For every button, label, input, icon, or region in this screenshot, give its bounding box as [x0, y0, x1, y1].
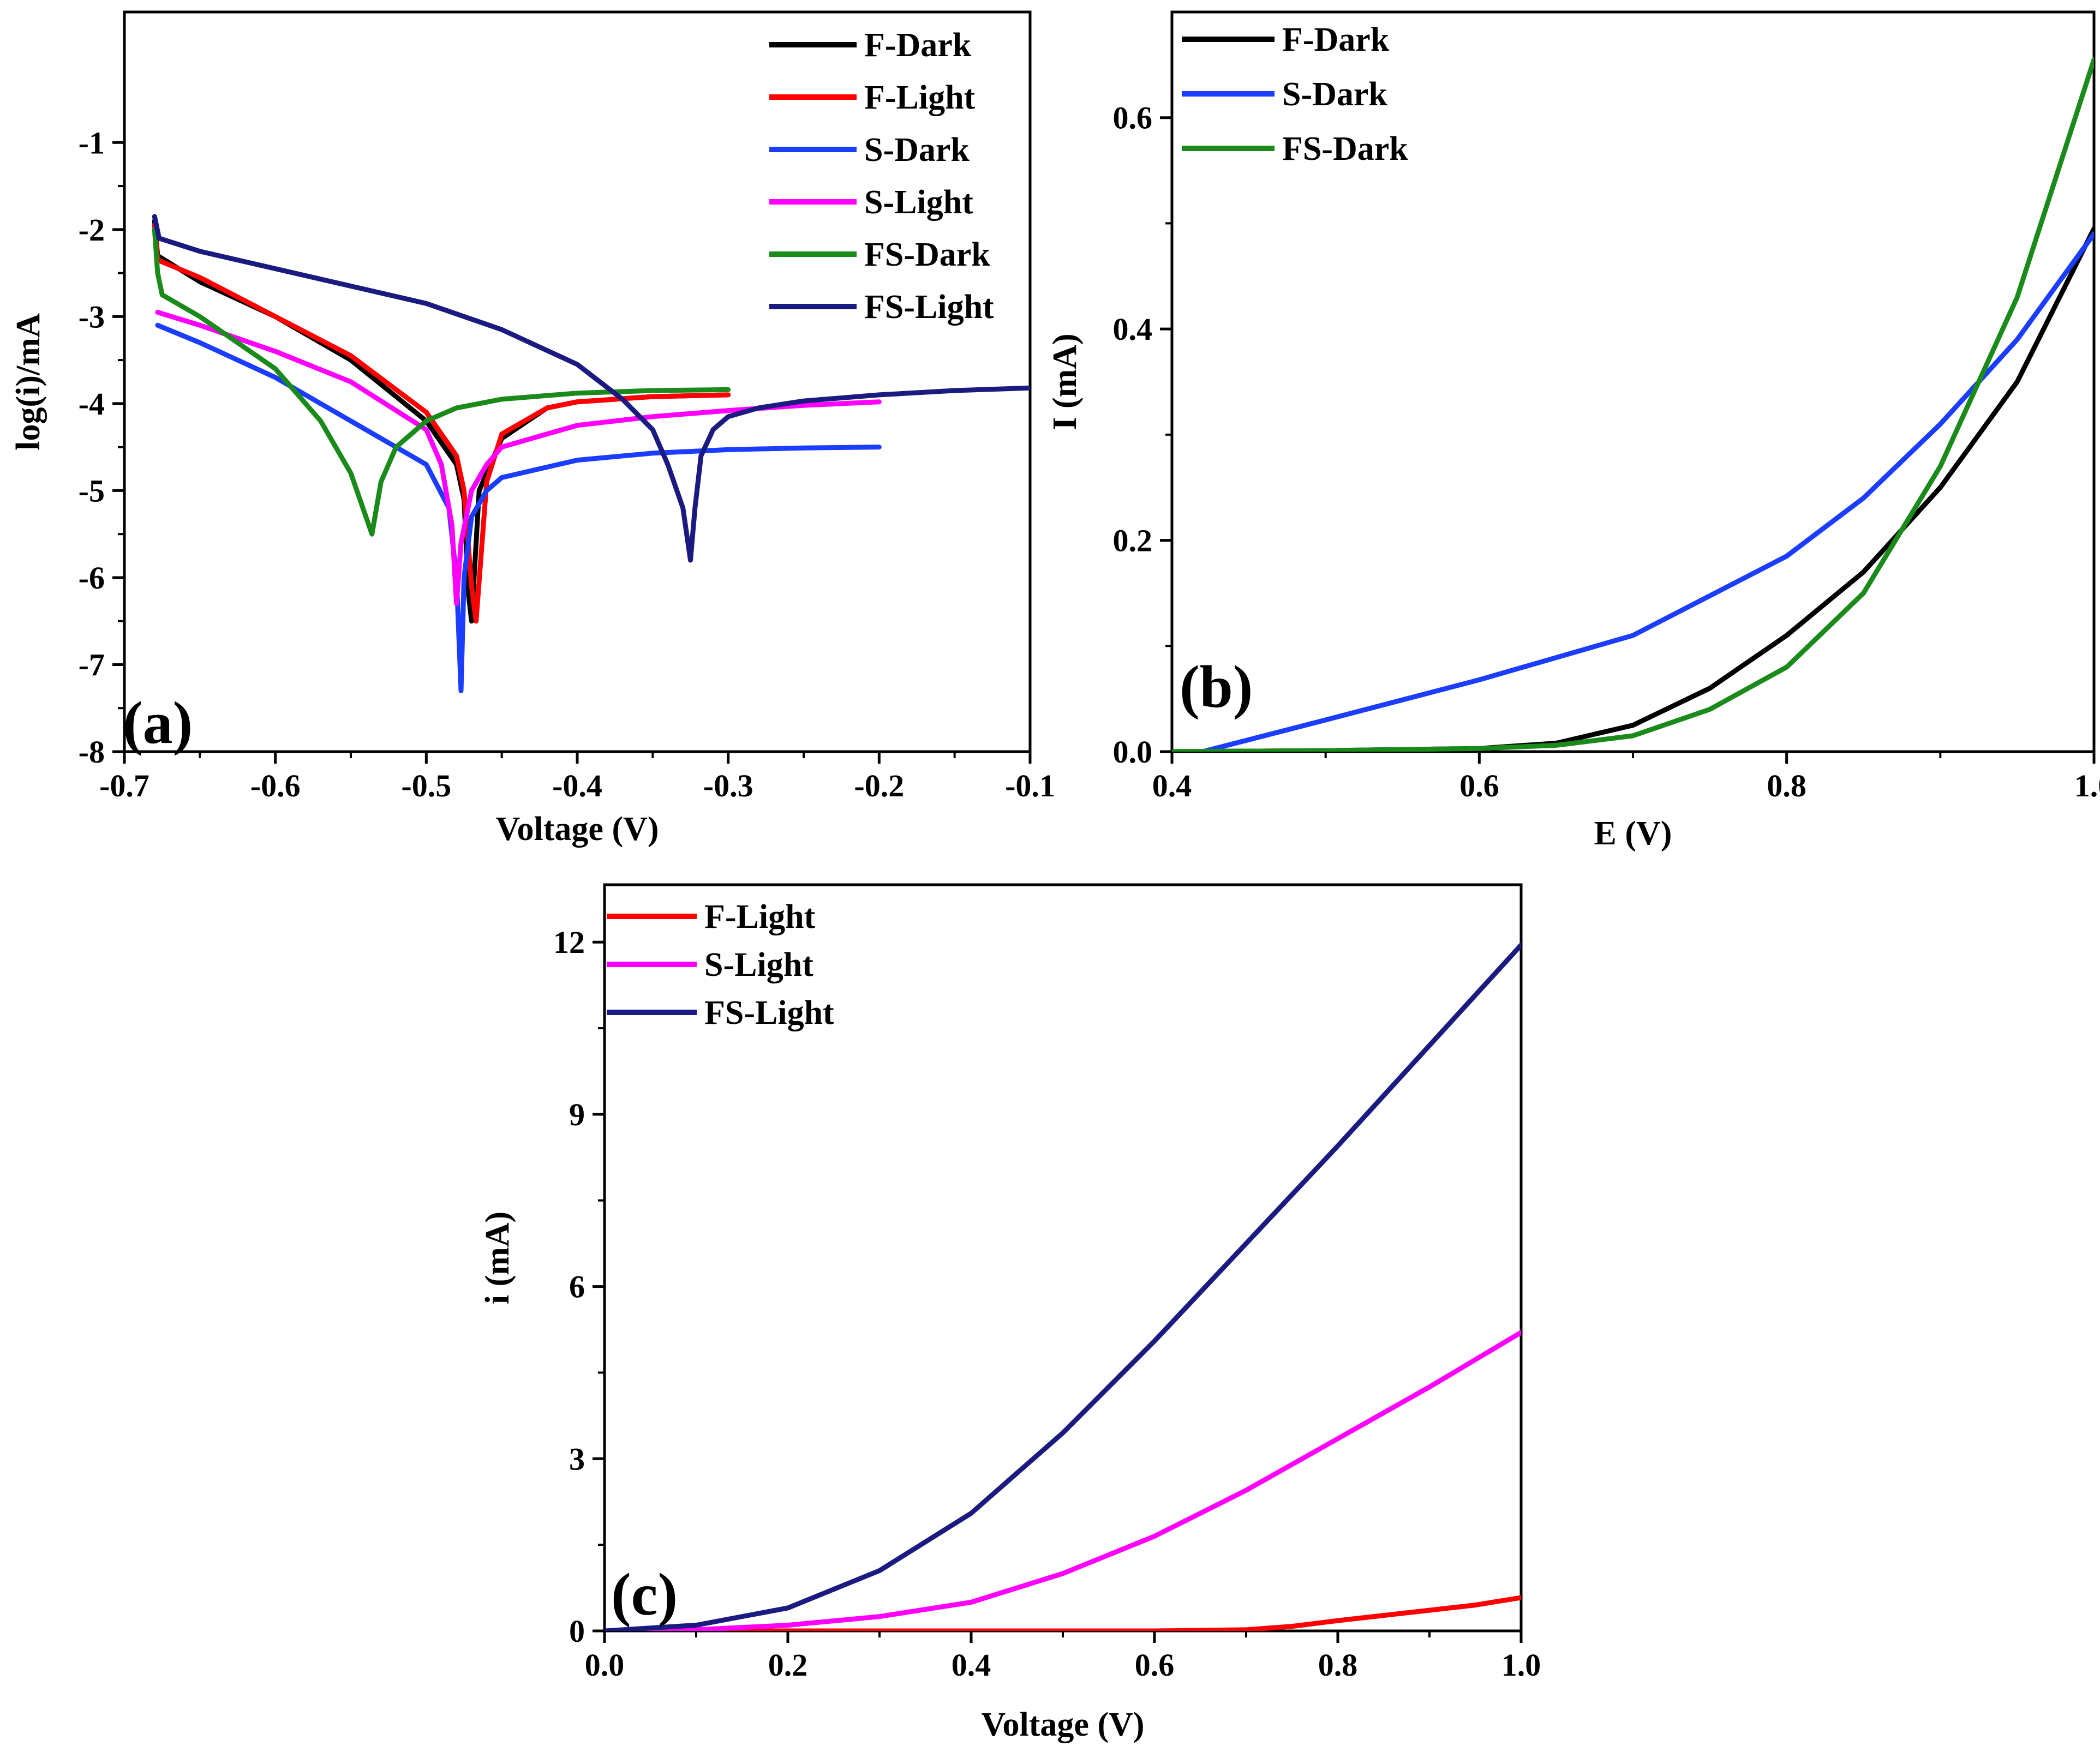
x-tick-label: -0.1 — [1005, 768, 1055, 803]
x-tick-label: -0.5 — [401, 768, 451, 803]
x-tick-label: 0.6 — [1135, 1647, 1175, 1683]
series-line-f-light — [605, 1595, 1521, 1631]
legend-label: FS-Dark — [864, 236, 990, 273]
y-tick-label: 9 — [569, 1097, 585, 1132]
x-axis-label: Voltage (V) — [495, 811, 659, 848]
y-tick-label: -7 — [79, 647, 105, 682]
x-tick-label: -0.4 — [552, 768, 602, 803]
x-tick-label: -0.7 — [99, 768, 149, 803]
x-tick-label: 0.0 — [585, 1647, 625, 1683]
y-axis-label: I (mA) — [1046, 333, 1084, 430]
y-tick-label: 0.2 — [1113, 523, 1153, 559]
series-group — [1172, 57, 2094, 752]
series-line-fs-dark — [1172, 57, 2094, 752]
y-tick-label: -3 — [79, 299, 105, 334]
series-line-f-dark — [1172, 226, 2094, 752]
y-tick-label: -8 — [79, 734, 105, 770]
legend-label: FS-Dark — [1282, 130, 1408, 167]
y-axis-label: i (mA) — [479, 1211, 516, 1304]
series-line-s-dark — [1200, 231, 2094, 752]
y-tick-label: -6 — [79, 560, 105, 596]
panel-label: (c) — [611, 1561, 678, 1628]
legend-label: FS-Light — [864, 289, 994, 326]
series-line-fs-light — [605, 943, 1521, 1631]
y-tick-label: 0.0 — [1113, 734, 1153, 770]
series-line-f-light — [152, 223, 731, 624]
plot-frame — [1170, 10, 2096, 753]
series-line-s-light — [155, 309, 882, 607]
x-tick-label: -0.2 — [854, 768, 904, 803]
y-tick-label: 3 — [569, 1441, 585, 1477]
x-tick-label: 0.2 — [768, 1647, 808, 1683]
y-tick-label: -5 — [79, 473, 105, 508]
y-tick-label: -4 — [79, 386, 105, 422]
x-tick-label: 1.0 — [2074, 768, 2100, 803]
y-tick-label: -2 — [79, 212, 105, 248]
series-line-fs-dark — [152, 227, 731, 537]
legend-label: S-Light — [704, 946, 813, 983]
series-line-s-light — [605, 1330, 1521, 1631]
x-tick-label: 0.4 — [952, 1647, 991, 1683]
x-tick-label: 0.8 — [1767, 768, 1806, 803]
y-axis-label: log(i)/mA — [10, 313, 47, 451]
x-tick-label: -0.3 — [703, 768, 753, 803]
series-line-fs-light — [152, 214, 1030, 563]
y-tick-label: 0 — [569, 1613, 585, 1649]
panel-label: (b) — [1180, 653, 1253, 720]
x-tick-label: 0.8 — [1318, 1647, 1358, 1683]
x-tick-label: -0.6 — [250, 768, 301, 803]
y-tick-label: 0.6 — [1113, 100, 1153, 136]
x-axis-label: E (V) — [1594, 815, 1672, 852]
legend-label: S-Dark — [864, 131, 970, 169]
panel-label: (a) — [123, 689, 193, 756]
legend-label: F-Dark — [864, 27, 972, 64]
legend-label: F-Light — [704, 898, 816, 935]
legend-label: S-Light — [864, 184, 973, 221]
series-group — [152, 214, 1030, 693]
x-tick-label: 1.0 — [1501, 1647, 1541, 1683]
chart-c: 0.0 0.2 0.4 0.6 0.8 1.0 0 3 6 9 12 Voltage (V) i (mA… — [479, 883, 1541, 1743]
plot-frame — [123, 10, 1032, 753]
y-tick-label: -1 — [79, 125, 105, 160]
y-tick-label: 12 — [553, 925, 585, 960]
x-tick-label: 0.6 — [1459, 768, 1499, 803]
legend-label: FS-Light — [704, 994, 834, 1031]
x-tick-label: 0.4 — [1152, 768, 1192, 803]
chart-a: -0.7 -0.6 -0.5 -0.4 -0.3 -0.2 -0.1 -8 -7 -6 -5 -4 -3… — [10, 10, 1055, 848]
series-group — [605, 943, 1521, 1631]
series-line-s-dark — [155, 322, 882, 693]
legend-label: F-Dark — [1282, 21, 1390, 58]
x-axis-label: Voltage (V) — [981, 1706, 1144, 1743]
chart-b: 0.4 0.6 0.8 1.0 0.0 0.2 0.4 0.6 E (V) I (mA) F-Dar… — [1046, 10, 2100, 852]
legend-label: F-Light — [864, 79, 976, 116]
legend-label: S-Dark — [1282, 76, 1387, 113]
y-tick-label: 0.4 — [1113, 311, 1153, 347]
y-tick-label: 6 — [569, 1269, 585, 1305]
